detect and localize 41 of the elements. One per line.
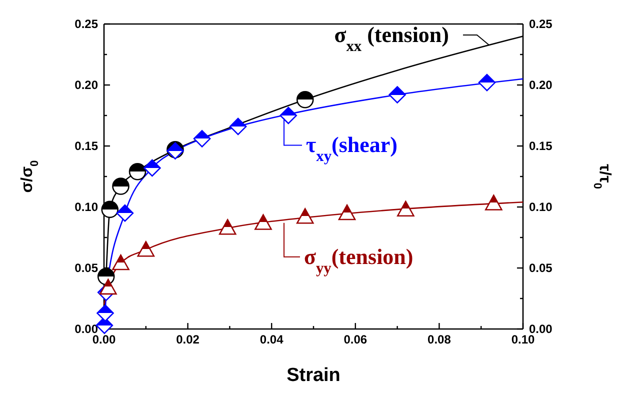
y-tick-label: 0.10 bbox=[74, 200, 98, 214]
point bbox=[137, 241, 155, 257]
point bbox=[112, 254, 130, 270]
point bbox=[116, 204, 134, 222]
annotation: τ$_{xy}$(shear) bbox=[306, 132, 398, 165]
point bbox=[218, 219, 236, 235]
point bbox=[485, 194, 502, 210]
y-tick-label: 0.25 bbox=[74, 16, 98, 31]
annotation: σ$_{xx}$ (tension) bbox=[334, 22, 449, 55]
point bbox=[128, 162, 146, 180]
x-tick-label: 0.02 bbox=[176, 332, 200, 347]
point bbox=[101, 200, 119, 218]
y2-tick-label: 0.20 bbox=[529, 78, 553, 92]
point bbox=[296, 91, 314, 108]
point bbox=[254, 214, 272, 230]
y-tick-label: 0.20 bbox=[74, 78, 98, 92]
point bbox=[338, 204, 356, 220]
x-tick-label: 0.04 bbox=[260, 332, 284, 347]
y2-tick-label: 0.05 bbox=[529, 260, 553, 275]
point bbox=[96, 304, 114, 322]
point bbox=[280, 106, 298, 124]
point bbox=[112, 178, 130, 195]
point bbox=[97, 268, 115, 286]
point bbox=[397, 200, 414, 216]
point bbox=[100, 278, 117, 295]
point bbox=[229, 118, 247, 136]
point bbox=[144, 159, 161, 177]
y-tick-label: 0.15 bbox=[74, 138, 98, 153]
x-tick-label: 0.06 bbox=[344, 332, 368, 347]
x-axis-title: Strain bbox=[286, 365, 340, 386]
y2-tick-label: 0.25 bbox=[529, 16, 553, 31]
point bbox=[388, 86, 406, 104]
point bbox=[296, 208, 314, 224]
point bbox=[478, 74, 496, 92]
y2-tick-label: 0.10 bbox=[529, 200, 553, 214]
y2-tick-label: 0.15 bbox=[529, 138, 553, 153]
x-tick-label: 0.08 bbox=[428, 332, 452, 347]
point bbox=[96, 316, 114, 334]
y-tick-label: 0.05 bbox=[74, 260, 98, 275]
annotation: σ$_{yy}$(tension) bbox=[304, 244, 414, 276]
point bbox=[193, 130, 211, 148]
